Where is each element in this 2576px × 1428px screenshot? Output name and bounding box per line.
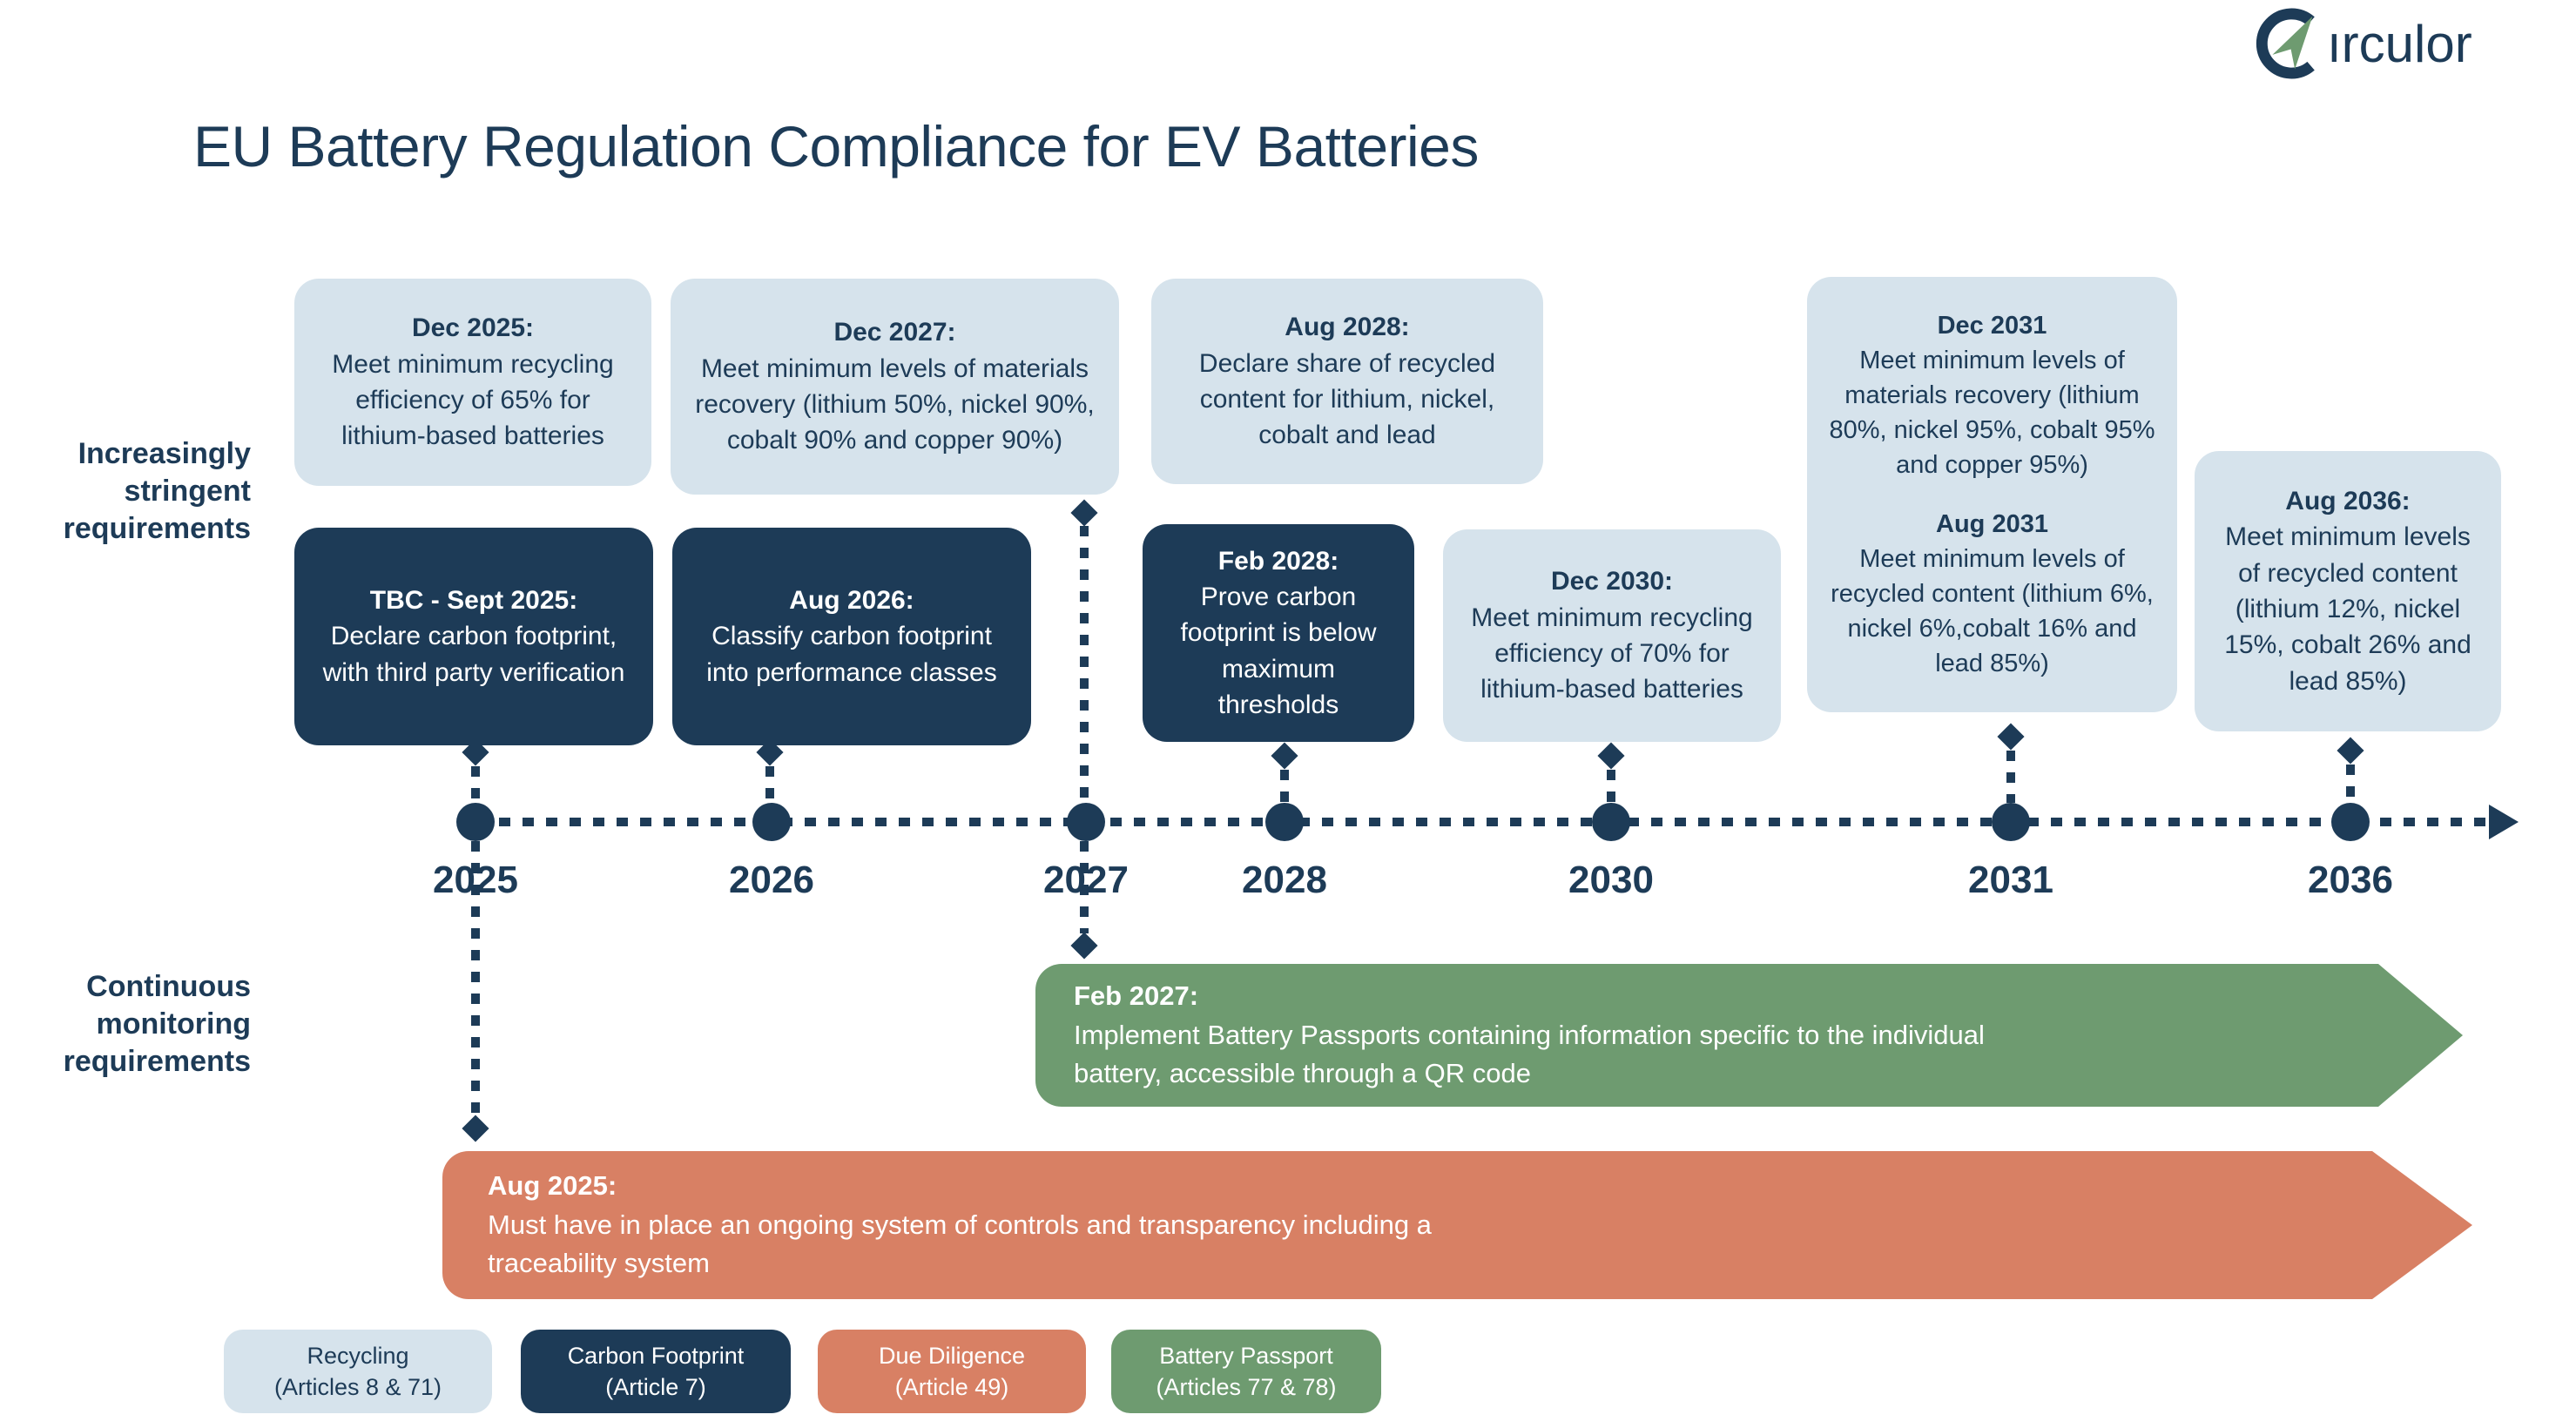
legend-item-battery-passport: Battery Passport (Articles 77 & 78) (1111, 1330, 1381, 1413)
legend-item-due-diligence: Due Diligence (Article 49) (818, 1330, 1086, 1413)
event-box-tbc-sept-2025: TBC - Sept 2025: Declare carbon footprin… (294, 528, 653, 745)
event-date: TBC - Sept 2025: (369, 585, 578, 615)
year-label: 2036 (2308, 859, 2393, 901)
dotted-connector (1280, 770, 1289, 803)
event-body: Classify carbon footprint into performan… (706, 622, 997, 687)
legend-label: Due Diligence (878, 1342, 1026, 1369)
event-date: Dec 2025: (411, 313, 535, 343)
dotted-connector (1080, 841, 1089, 933)
dotted-connector (2346, 765, 2355, 803)
legend-item-carbon-footprint: Carbon Footprint (Article 7) (521, 1330, 791, 1413)
logo-text: ırculor (2327, 14, 2472, 73)
timeline-axis (475, 818, 2492, 826)
diamond-arrow-icon (1271, 742, 1298, 770)
timeline-dot-2031 (1992, 803, 2030, 841)
legend-label: Carbon Footprint (567, 1342, 745, 1369)
dotted-connector (765, 766, 774, 803)
event-body: Meet minimum levels of recycled content … (2224, 522, 2471, 696)
event-date: Aug 2028: (1285, 313, 1410, 342)
event-body: Declare share of recycled content for li… (1198, 348, 1496, 450)
event-box-aug-2036: Aug 2036: Meet minimum levels of recycle… (2195, 451, 2501, 731)
banner-body-text: Must have in place an ongoing system of … (488, 1209, 1432, 1279)
event-box-dec-2027: Dec 2027: Meet minimum levels of materia… (671, 279, 1119, 495)
event-section-dec-2031: Dec 2031 Meet minimum levels of material… (1828, 308, 2156, 482)
timeline-dot-2027 (1067, 803, 1105, 841)
banner-date: Aug 2025: (488, 1169, 617, 1201)
timeline-dot-2036 (2331, 803, 2370, 841)
legend-label: Recycling (307, 1342, 409, 1369)
banner-date: Feb 2027: (1074, 980, 1199, 1011)
dotted-connector (1607, 770, 1615, 803)
event-box-2031: Dec 2031 Meet minimum levels of material… (1807, 277, 2177, 712)
diamond-arrow-icon (1997, 723, 2025, 751)
banner-body-text: Implement Battery Passports containing i… (1074, 1019, 1985, 1089)
event-box-dec-2025: Dec 2025: Meet minimum recycling efficie… (294, 279, 651, 486)
dotted-connector (1080, 526, 1089, 803)
dotted-connector (471, 841, 480, 1116)
dotted-connector (471, 766, 480, 803)
event-body: Meet minimum levels of materials recover… (1829, 346, 2155, 479)
event-section-aug-2031: Aug 2031 Meet minimum levels of recycled… (1828, 507, 2156, 681)
timeline-dot-2028 (1265, 803, 1304, 841)
event-box-aug-2028: Aug 2028: Declare share of recycled cont… (1151, 279, 1543, 484)
year-label: 2030 (1568, 859, 1654, 901)
event-date: Aug 2036: (2285, 486, 2411, 515)
timeline-arrow-icon (2489, 805, 2519, 839)
event-date: Dec 2027: (833, 318, 956, 347)
circulor-logo: ırculor (2247, 3, 2472, 84)
event-body: Meet minimum recycling efficiency of 65%… (332, 349, 614, 451)
event-body: Prove carbon footprint is below maximum … (1180, 582, 1377, 720)
year-label: 2026 (729, 859, 814, 901)
legend-articles: (Article 49) (894, 1374, 1009, 1400)
logo-c-arc (2256, 8, 2315, 79)
event-date: Dec 2031 (1937, 311, 2047, 340)
diamond-arrow-icon (2337, 737, 2364, 765)
timeline-dot-2025 (456, 803, 495, 841)
event-box-dec-2030: Dec 2030: Meet minimum recycling efficie… (1443, 529, 1781, 742)
diamond-arrow-icon (462, 1115, 489, 1142)
year-label: 2031 (1968, 859, 2053, 901)
event-body: Declare carbon footprint, with third par… (322, 622, 625, 687)
event-date: Feb 2028: (1217, 546, 1339, 576)
legend-label: Battery Passport (1159, 1342, 1333, 1369)
label-continuous-monitoring: Continuous monitoring requirements (63, 970, 251, 1079)
banner-due-diligence: Aug 2025: Must have in place an ongoing … (442, 1151, 2372, 1299)
diamond-arrow-icon (1070, 932, 1098, 960)
year-label: 2028 (1242, 859, 1327, 901)
event-body: Meet minimum levels of recycled content … (1831, 545, 2154, 678)
banner-arrow-tip (2372, 1151, 2472, 1299)
label-increasingly-stringent: Increasingly stringent requirements (63, 437, 251, 546)
legend-item-recycling: Recycling (Articles 8 & 71) (224, 1330, 492, 1413)
event-box-aug-2026: Aug 2026: Classify carbon footprint into… (672, 528, 1031, 745)
timeline-dot-2026 (752, 803, 791, 841)
timeline-dot-2030 (1592, 803, 1630, 841)
logo-c-glyph (2256, 8, 2315, 79)
logo-arrow-icon (2272, 16, 2313, 70)
event-date: Aug 2031 (1936, 510, 2048, 538)
event-date: Dec 2030: (1550, 567, 1674, 596)
legend-articles: (Articles 77 & 78) (1156, 1374, 1337, 1400)
event-body: Meet minimum recycling efficiency of 70%… (1471, 603, 1753, 704)
event-body: Meet minimum levels of materials recover… (695, 354, 1095, 455)
year-label: 2025 (433, 859, 518, 901)
banner-arrow-tip (2378, 964, 2463, 1107)
legend-articles: (Articles 8 & 71) (273, 1374, 442, 1400)
legend-articles: (Article 7) (605, 1374, 706, 1400)
year-label: 2027 (1043, 859, 1129, 901)
diamond-arrow-icon (1597, 742, 1625, 770)
diamond-arrow-icon (1070, 499, 1098, 527)
page-title: EU Battery Regulation Compliance for EV … (193, 114, 1479, 178)
event-date: Aug 2026: (789, 585, 914, 615)
dotted-connector (2006, 751, 2015, 803)
event-box-feb-2028: Feb 2028: Prove carbon footprint is belo… (1143, 524, 1414, 742)
banner-battery-passport: Feb 2027: Implement Battery Passports co… (1035, 964, 2378, 1107)
